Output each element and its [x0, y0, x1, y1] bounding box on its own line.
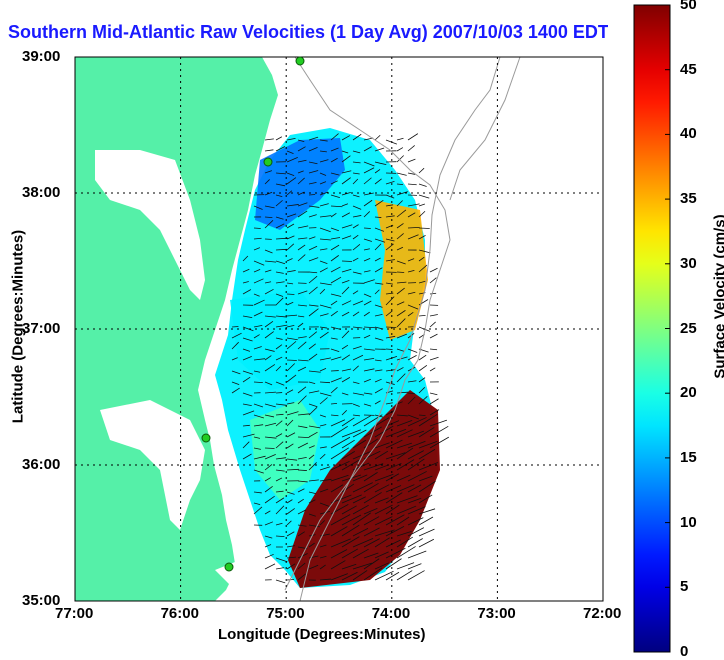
colorbar-tick-label: 35: [680, 190, 697, 207]
colorbar-label: Surface Velocity (cm/s): [712, 182, 724, 412]
colorbar-tick-label: 30: [680, 255, 697, 272]
colorbar-tick-label: 5: [680, 578, 688, 595]
colorbar-tick-label: 10: [680, 514, 697, 531]
colorbar-tick-label: 15: [680, 449, 697, 466]
colorbar-tick-label: 0: [680, 643, 688, 660]
colorbar-tick-label: 20: [680, 384, 697, 401]
colorbar-tick-label: 25: [680, 320, 697, 337]
colorbar-tick-label: 50: [680, 0, 697, 13]
colorbar-gradient: [634, 5, 670, 652]
colorbar-tick-label: 40: [680, 125, 697, 142]
colorbar-tick-label: 45: [680, 61, 697, 78]
